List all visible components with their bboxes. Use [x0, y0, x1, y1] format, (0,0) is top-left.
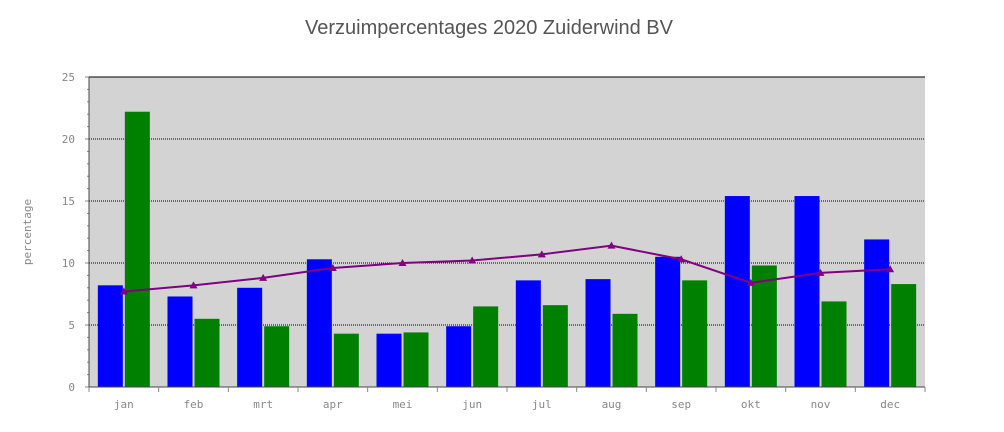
bar [655, 256, 681, 387]
y-axis-label: percentage [21, 199, 34, 265]
x-tick-label: nov [811, 398, 831, 411]
plot-area [89, 77, 925, 387]
bar [97, 285, 123, 387]
y-tick-label: 15 [62, 195, 75, 208]
bar [124, 111, 150, 387]
bar [542, 305, 568, 387]
bar [682, 280, 708, 387]
x-tick-label: okt [741, 398, 761, 411]
bar [194, 318, 220, 387]
bar [724, 196, 750, 387]
line-point [398, 259, 407, 266]
line-point [607, 241, 616, 249]
x-tick-label: sep [671, 398, 691, 411]
bar [306, 259, 332, 387]
bar [585, 279, 611, 387]
bar [333, 333, 359, 387]
y-tick-label: 5 [68, 319, 75, 332]
bar [167, 296, 193, 387]
bar [794, 196, 820, 387]
line-path [123, 244, 891, 293]
tick-labels: 0 5 10 15 20 25 jan feb mrt apr mei jun jul aug sep okt… [62, 71, 900, 411]
axes [85, 76, 926, 392]
y-tick-label: 0 [68, 381, 75, 394]
y-tick-label: 20 [62, 133, 75, 146]
line-point [119, 287, 128, 295]
line-point [468, 256, 477, 264]
x-tick-label: aug [602, 398, 622, 411]
line-point [537, 250, 546, 258]
bar [891, 284, 917, 387]
line-point [189, 281, 198, 289]
x-tick-label: apr [323, 398, 343, 411]
bar [403, 332, 429, 387]
line-point [677, 255, 686, 263]
bar [864, 239, 890, 387]
x-tick-label: mrt [253, 398, 273, 411]
bar [264, 326, 290, 387]
bar [376, 333, 402, 387]
bar [821, 301, 847, 387]
y-tick-label: 25 [62, 71, 75, 84]
bar [237, 287, 263, 387]
bars [97, 111, 917, 387]
x-tick-label: dec [880, 398, 900, 411]
grid-lines [89, 76, 925, 326]
x-tick-label: jan [114, 398, 134, 411]
line-point [816, 268, 825, 276]
x-tick-label: jul [532, 398, 552, 411]
chart-title: Verzuimpercentages 2020 Zuiderwind BV [305, 17, 674, 39]
y-tick-label: 10 [62, 257, 75, 270]
x-tick-label: feb [184, 398, 204, 411]
line-point [886, 265, 895, 273]
bar [612, 313, 638, 387]
bar [751, 265, 777, 387]
x-tick-label: mei [393, 398, 413, 411]
line-point [328, 263, 337, 271]
line-series [119, 241, 895, 295]
bar [515, 280, 541, 387]
line-point [746, 278, 755, 286]
x-tick-label: jun [462, 398, 482, 411]
bar [446, 326, 472, 387]
line-point [259, 273, 268, 281]
bar [473, 306, 499, 387]
